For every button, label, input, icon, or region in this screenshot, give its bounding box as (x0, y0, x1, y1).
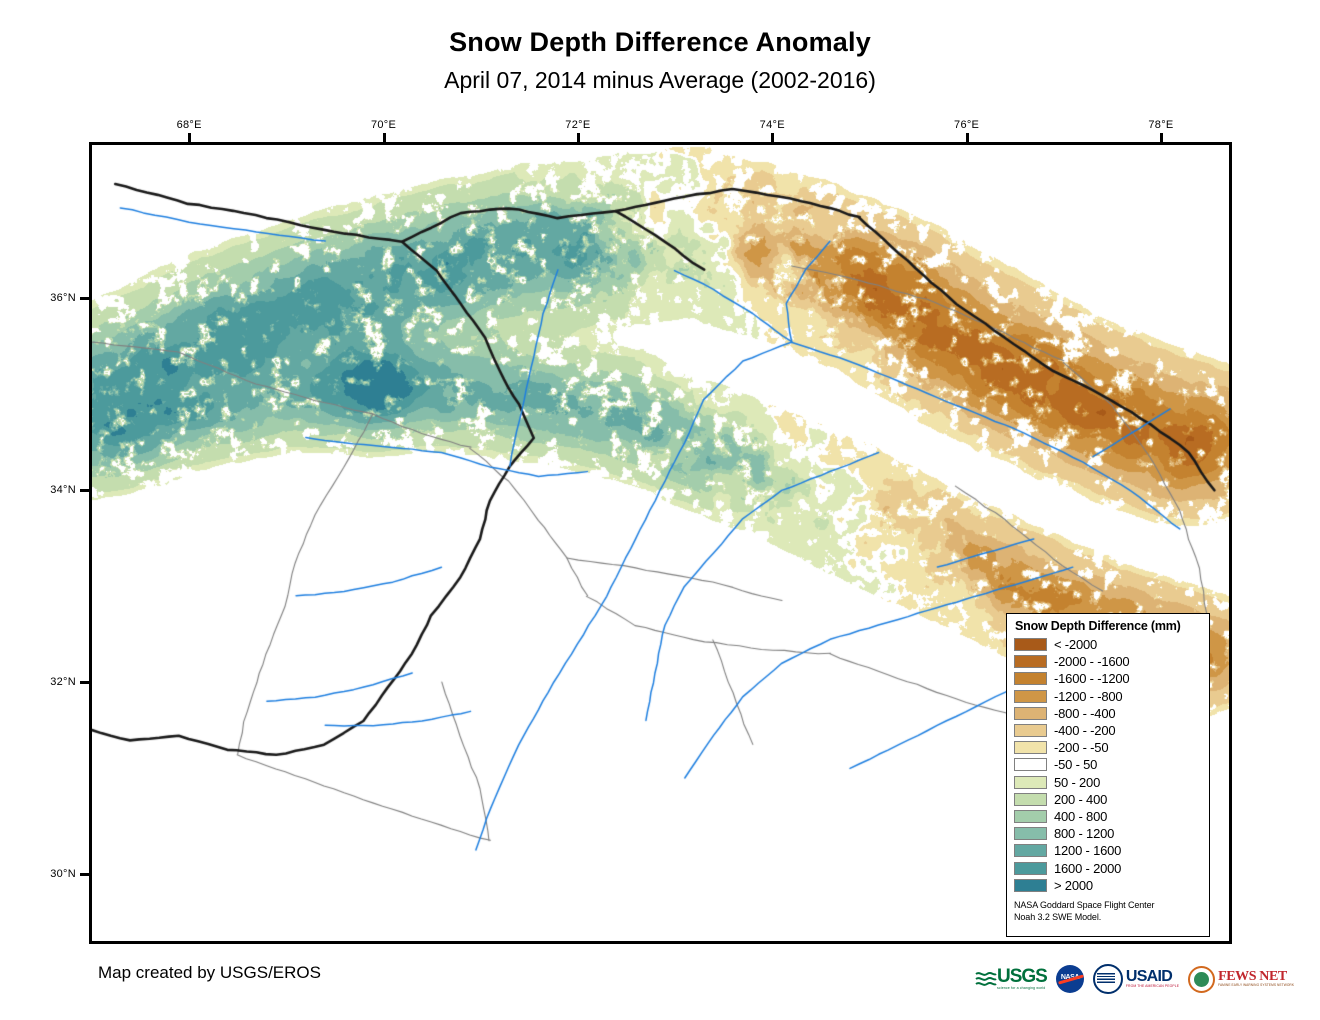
legend-row: -2000 - -1600 (1014, 653, 1203, 670)
lon-tick-label: 70°E (370, 119, 397, 131)
usgs-wordmark: USGS (997, 965, 1048, 987)
lon-tick-label: 74°E (759, 119, 785, 131)
legend-swatch (1014, 655, 1047, 669)
legend-label: 1600 - 2000 (1054, 860, 1122, 876)
legend-label: -50 - 50 (1054, 757, 1098, 773)
legend-row: 400 - 800 (1014, 808, 1203, 825)
fews-globe-icon (1188, 965, 1216, 993)
legend-title: Snow Depth Difference (mm) (1015, 619, 1181, 633)
lon-tick (771, 133, 775, 142)
legend-swatch (1014, 827, 1047, 841)
usaid-wordmark: USAID (1125, 967, 1173, 985)
usaid-logo: USAID FROM THE AMERICAN PEOPLE (1092, 964, 1180, 994)
lat-tick (80, 489, 89, 493)
usaid-seal-icon (1092, 964, 1123, 994)
legend-swatch (1014, 672, 1047, 686)
usgs-wave-icon (975, 971, 997, 986)
page-title: Snow Depth Difference Anomaly (449, 27, 871, 57)
nasa-logo: NASA (1055, 964, 1084, 994)
legend-row: -1200 - -800 (1014, 688, 1203, 705)
legend-swatch (1014, 861, 1047, 875)
map-legend: Snow Depth Difference (mm) < -2000 -2000 … (1006, 613, 1210, 937)
legend-swatch (1014, 741, 1047, 755)
page-subtitle: April 07, 2014 minus Average (2002-2016) (444, 67, 876, 94)
legend-swatch (1014, 689, 1047, 703)
legend-label: -1200 - -800 (1054, 688, 1123, 704)
legend-row: -400 - -200 (1014, 722, 1203, 739)
legend-swatch (1014, 844, 1047, 858)
lat-tick-label: 30°N (50, 867, 76, 880)
legend-swatch (1014, 724, 1047, 738)
lon-tick (188, 133, 192, 142)
usaid-stripes (1096, 973, 1115, 983)
legend-source-note: NASA Goddard Space Flight Center Noah 3.… (1014, 899, 1203, 924)
legend-row: 800 - 1200 (1014, 825, 1203, 842)
legend-row: 50 - 200 (1014, 774, 1203, 791)
lat-tick-label: 32°N (50, 676, 76, 689)
usaid-tagline: FROM THE AMERICAN PEOPLE (1125, 984, 1180, 989)
fews-globe-land (1194, 971, 1210, 987)
lon-tick (965, 133, 969, 142)
legend-swatch (1014, 809, 1047, 823)
legend-row: 1600 - 2000 (1014, 859, 1203, 876)
legend-label: 50 - 200 (1054, 774, 1101, 790)
legend-note-line-2: Noah 3.2 SWE Model. (1014, 912, 1102, 923)
legend-label: < -2000 (1054, 637, 1098, 653)
lat-tick (80, 681, 89, 685)
legend-note-line-1: NASA Goddard Space Flight Center (1014, 899, 1155, 910)
legend-label: 400 - 800 (1054, 808, 1108, 824)
legend-label: -1600 - -1200 (1054, 671, 1130, 687)
legend-label: 800 - 1200 (1054, 826, 1115, 842)
legend-row: > 2000 (1014, 877, 1203, 894)
legend-swatch (1014, 758, 1047, 772)
legend-label: -400 - -200 (1054, 723, 1116, 739)
map-credit: Map created by USGS/EROS (98, 963, 321, 982)
map-frame[interactable] (89, 142, 1232, 944)
title-block: Snow Depth Difference Anomaly April 07, … (0, 26, 1320, 95)
legend-swatch (1014, 638, 1047, 652)
lon-tick-label: 76°E (954, 119, 980, 131)
lon-tick (382, 133, 386, 142)
usgs-logo: USGS science for a changing world (975, 964, 1048, 994)
lon-tick (1159, 133, 1163, 142)
legend-swatch (1014, 878, 1047, 892)
lat-tick-label: 34°N (50, 484, 76, 497)
legend-row: -1600 - -1200 (1014, 670, 1203, 687)
legend-row: < -2000 (1014, 636, 1203, 653)
legend-swatch (1014, 775, 1047, 789)
legend-label: -200 - -50 (1054, 740, 1109, 756)
lon-tick-label: 68°E (176, 119, 202, 131)
legend-swatch (1014, 792, 1047, 806)
usgs-tagline: science for a changing world (997, 986, 1046, 991)
legend-swatch (1014, 706, 1047, 720)
legend-row: -200 - -50 (1014, 739, 1203, 756)
legend-label: 1200 - 1600 (1054, 843, 1122, 859)
legend-row: -800 - -400 (1014, 705, 1203, 722)
lon-tick-label: 78°E (1148, 119, 1174, 131)
fews-logo: FEWS NET FAMINE EARLY WARNING SYSTEMS NE… (1188, 964, 1294, 994)
legend-row: 200 - 400 (1014, 791, 1203, 808)
legend-label: > 2000 (1054, 877, 1093, 893)
legend-label: 200 - 400 (1054, 791, 1108, 807)
legend-label: -2000 - -1600 (1054, 654, 1130, 670)
legend-label: -800 - -400 (1054, 705, 1116, 721)
lon-tick (576, 133, 580, 142)
fews-tagline: FAMINE EARLY WARNING SYSTEMS NETWORK (1218, 983, 1295, 988)
lat-tick (80, 872, 89, 876)
lat-tick (80, 297, 89, 301)
lon-tick-label: 72°E (565, 119, 591, 131)
legend-row: 1200 - 1600 (1014, 842, 1203, 859)
lat-tick-label: 36°N (50, 292, 76, 305)
logo-strip: USGS science for a changing world NASA U… (975, 962, 1294, 996)
legend-class-list: < -2000 -2000 - -1600 -1600 - -1200 -1200 -… (1014, 636, 1203, 894)
legend-row: -50 - 50 (1014, 756, 1203, 773)
fews-wordmark: FEWS NET (1218, 968, 1287, 984)
nasa-meatball-icon: NASA (1055, 965, 1084, 993)
